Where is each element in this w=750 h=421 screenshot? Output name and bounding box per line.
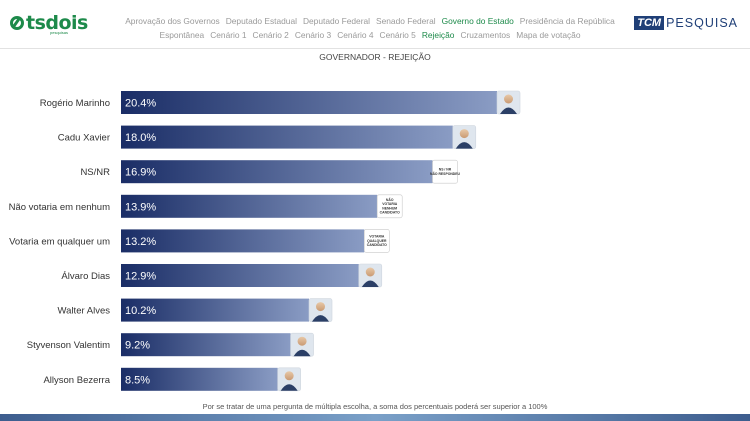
nav-link-cruzamentos[interactable]: Cruzamentos [460,30,511,40]
nav-link-aprovacao-dos-governos[interactable]: Aprovação dos Governos [125,16,220,26]
bar [121,264,359,287]
header: tsdois pesquisas Aprovação dos Governos D… [0,0,750,48]
tsdois-logo[interactable]: tsdois [10,12,88,34]
bar [121,91,497,114]
photo-shoulders [455,142,473,149]
photo-shoulders [500,107,517,114]
nav-link-senado-federal[interactable]: Senado Federal [376,16,436,26]
candidate-photo [452,125,477,149]
nav-link-cenario-4[interactable]: Cenário 4 [337,30,374,40]
tcm-box: TCM [634,16,665,30]
photo-shoulders [312,315,329,322]
tcm-pesquisa-logo[interactable]: TCM PESQUISA [634,16,738,30]
category-label: NS/NR [80,167,110,178]
answer-badge: NS / NR NÃO RESPONDEU [430,159,461,184]
logo-tagline: pesquisas [50,30,69,35]
photo-head [365,267,375,277]
photo-head [284,371,294,381]
nav-link-cenario-3[interactable]: Cenário 3 [294,30,332,40]
value-label: 8.5% [125,374,150,386]
photo-shoulders [280,384,298,391]
bar [121,367,278,391]
photo-shoulders [293,349,311,357]
candidate-photo [277,367,301,392]
tcm-text: PESQUISA [666,16,738,30]
nav-link-cenario-2[interactable]: Cenário 2 [252,30,289,40]
bottom-bar [0,414,750,421]
badge-text: NS / NR NÃO RESPONDEU [430,168,461,176]
logo-mark-icon [10,16,24,30]
badge-frame [376,194,403,219]
nav-link-presidencia-da-republica[interactable]: Presidência da República [519,16,615,26]
category-label: Walter Alves [58,306,111,317]
logo-text: tsdois [26,12,88,34]
value-label: 20.4% [125,98,156,110]
category-label: Cadu Xavier [58,133,110,144]
photo-head [297,336,307,346]
main-nav: Aprovação dos Governos Deputado Estadual D… [120,14,620,42]
answer-badge: NÃO VOTARIA NENHUM CANDIDATO [376,194,403,219]
photo-head [504,94,513,104]
nav-link-deputado-federal[interactable]: Deputado Federal [302,16,371,26]
chart-title: GOVERNADOR - REJEIÇÃO [319,52,431,62]
badge-text: VOTARIA QUALQUER CANDIDATO [367,235,387,247]
bar [121,333,291,357]
category-label: Álvaro Dias [61,271,110,282]
candidate-photo [496,90,521,115]
nav-row-2: Espontânea Cenário 1 Cenário 2 Cenário 3 Cen… [120,28,620,42]
nav-link-governo-do-estado[interactable]: Governo do Estado [441,16,514,26]
category-label: Não votaria em nenhum [9,202,110,213]
header-divider [0,48,750,49]
bar [121,125,453,149]
badge-frame [432,159,458,184]
category-label: Styvenson Valentim [27,340,110,351]
nav-row-1: Aprovação dos Governos Deputado Estadual D… [120,14,620,28]
value-label: 13.9% [125,201,156,213]
value-label: 9.2% [125,340,150,352]
nav-link-cenario-1[interactable]: Cenário 1 [210,30,247,40]
value-label: 13.2% [125,236,156,248]
nav-link-cenario-5[interactable]: Cenário 5 [379,30,416,40]
candidate-photo [290,332,314,357]
value-label: 12.9% [125,271,156,283]
badge-frame [363,229,390,253]
photo-head [459,129,469,139]
nav-link-espontanea[interactable]: Espontânea [159,30,205,40]
badge-text: NÃO VOTARIA NENHUM CANDIDATO [380,197,400,215]
value-label: 10.2% [125,305,156,317]
value-label: 16.9% [125,167,156,179]
category-label: Allyson Bezerra [43,375,110,386]
category-label: Votaria em qualquer um [9,236,110,247]
nav-link-deputado-estadual[interactable]: Deputado Estadual [225,16,297,26]
bar [121,298,309,322]
photo-head [316,302,325,312]
photo-shoulders [361,280,379,287]
footer-note: Por se tratar de uma pergunta de múltipl… [202,402,548,411]
answer-badge: VOTARIA QUALQUER CANDIDATO [363,229,390,253]
value-label: 18.0% [125,132,156,144]
candidate-photo [358,263,383,288]
candidate-photo [308,298,333,322]
bar [121,160,433,184]
bar [121,229,365,253]
nav-link-rejeicao[interactable]: Rejeição [421,30,455,40]
nav-link-mapa-de-votacao[interactable]: Mapa de votação [516,30,581,40]
bar [121,194,378,218]
category-label: Rogério Marinho [40,98,110,109]
